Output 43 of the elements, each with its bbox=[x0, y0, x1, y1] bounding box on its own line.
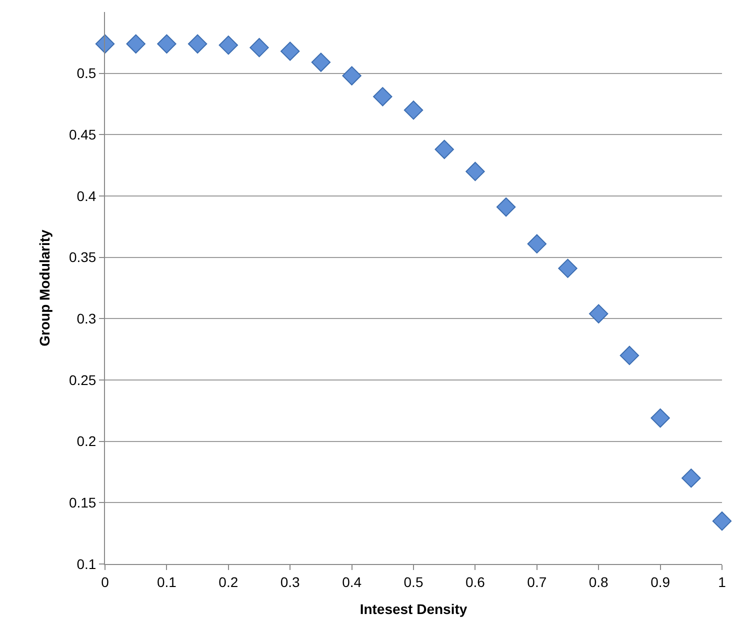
y-axis-title: Group Modularity bbox=[36, 229, 53, 346]
point bbox=[589, 304, 608, 324]
point bbox=[280, 42, 300, 61]
y-tick-label: 0.1 bbox=[76, 556, 96, 572]
y-tick-label: 0.15 bbox=[68, 494, 96, 511]
y-tick-label: 0.35 bbox=[68, 249, 96, 266]
x-tick-label: 1 bbox=[718, 574, 726, 590]
point bbox=[342, 66, 362, 86]
y-tick-label: 0.5 bbox=[76, 65, 96, 82]
x-tick-label: 0.9 bbox=[650, 574, 670, 590]
y-tick-label: 0.3 bbox=[76, 310, 96, 327]
point bbox=[95, 34, 115, 54]
x-tick-label: 0.2 bbox=[218, 574, 238, 590]
y-tick-label: 0.25 bbox=[68, 372, 96, 388]
x-tick-label: 0.6 bbox=[465, 574, 486, 590]
x-tick-label: 0.7 bbox=[527, 574, 547, 590]
x-tick-label: 0.4 bbox=[342, 574, 362, 590]
point bbox=[311, 52, 331, 72]
point bbox=[527, 234, 546, 254]
point bbox=[712, 511, 732, 531]
point bbox=[682, 468, 701, 488]
point bbox=[126, 34, 146, 54]
x-tick-label: 0 bbox=[101, 574, 110, 590]
point bbox=[188, 34, 208, 54]
point bbox=[373, 87, 392, 106]
y-tick-label: 0.45 bbox=[68, 126, 96, 143]
point bbox=[434, 140, 454, 159]
point bbox=[558, 258, 578, 278]
x-tick-label: 0.1 bbox=[156, 574, 177, 590]
y-tick-label: 0.2 bbox=[76, 433, 96, 450]
x-tick-label: 0.8 bbox=[588, 574, 609, 590]
point bbox=[250, 38, 269, 58]
y-tick-label: 0.4 bbox=[76, 188, 96, 204]
point bbox=[218, 36, 238, 55]
point bbox=[650, 408, 670, 428]
point bbox=[496, 197, 516, 217]
x-tick-label: 0.5 bbox=[404, 574, 424, 590]
point bbox=[404, 100, 424, 120]
point bbox=[157, 34, 176, 54]
x-axis-title: Intesest Density bbox=[360, 601, 468, 618]
point bbox=[620, 346, 640, 366]
point bbox=[466, 162, 485, 182]
x-tick-label: 0.3 bbox=[280, 574, 300, 590]
